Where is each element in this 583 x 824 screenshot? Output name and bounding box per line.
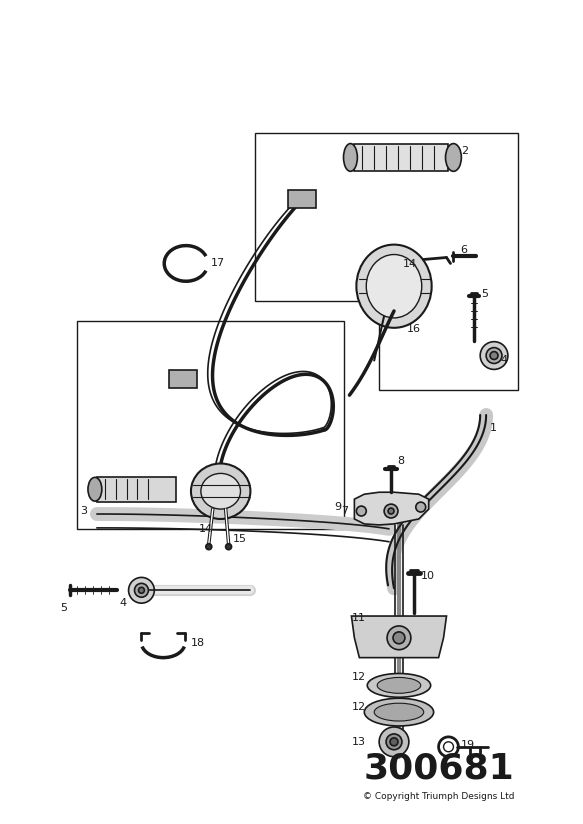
Text: 4: 4 <box>120 598 127 608</box>
Ellipse shape <box>377 677 421 693</box>
Bar <box>354 143 448 171</box>
Text: 5: 5 <box>60 603 67 613</box>
Text: 15: 15 <box>233 534 247 544</box>
Circle shape <box>206 544 212 550</box>
Circle shape <box>388 508 394 514</box>
Ellipse shape <box>343 143 357 171</box>
Text: 10: 10 <box>421 571 435 582</box>
Circle shape <box>356 506 366 516</box>
Text: 16: 16 <box>407 324 421 334</box>
Text: 12: 12 <box>352 702 366 712</box>
Text: 3: 3 <box>80 506 87 516</box>
Circle shape <box>135 583 149 597</box>
Circle shape <box>386 734 402 750</box>
Bar <box>169 371 197 388</box>
Circle shape <box>226 544 231 550</box>
Text: 18: 18 <box>191 638 205 648</box>
Text: 2: 2 <box>461 146 469 156</box>
Ellipse shape <box>374 703 424 721</box>
Polygon shape <box>354 492 429 525</box>
Ellipse shape <box>445 143 461 171</box>
Circle shape <box>416 502 426 512</box>
Text: 300681: 300681 <box>363 751 514 785</box>
Text: 14: 14 <box>199 524 213 534</box>
Text: 8: 8 <box>397 456 404 466</box>
Text: 4: 4 <box>500 355 507 366</box>
Circle shape <box>486 348 502 363</box>
Bar <box>97 477 176 502</box>
Ellipse shape <box>364 698 434 726</box>
Text: 9: 9 <box>335 502 342 512</box>
Text: 1: 1 <box>490 423 497 433</box>
Circle shape <box>139 588 145 593</box>
Circle shape <box>129 578 154 603</box>
Polygon shape <box>352 616 447 658</box>
Ellipse shape <box>367 673 431 697</box>
Text: 12: 12 <box>352 672 366 682</box>
Circle shape <box>480 342 508 369</box>
Text: 13: 13 <box>352 737 366 747</box>
Text: 14: 14 <box>403 260 417 269</box>
Circle shape <box>384 504 398 518</box>
Text: 7: 7 <box>342 506 349 516</box>
Circle shape <box>379 727 409 756</box>
Text: 19: 19 <box>461 740 475 750</box>
Text: 17: 17 <box>211 259 225 269</box>
Text: 5: 5 <box>481 289 488 299</box>
Text: 6: 6 <box>461 245 468 255</box>
Circle shape <box>387 626 411 649</box>
Text: © Copyright Triumph Designs Ltd: © Copyright Triumph Designs Ltd <box>363 792 514 801</box>
Ellipse shape <box>88 477 102 501</box>
Bar <box>288 190 316 208</box>
Ellipse shape <box>191 464 250 519</box>
Circle shape <box>393 632 405 644</box>
Ellipse shape <box>366 255 422 318</box>
Ellipse shape <box>201 474 241 509</box>
Circle shape <box>490 352 498 359</box>
Ellipse shape <box>356 245 431 328</box>
Text: 11: 11 <box>352 613 366 623</box>
Circle shape <box>390 737 398 746</box>
